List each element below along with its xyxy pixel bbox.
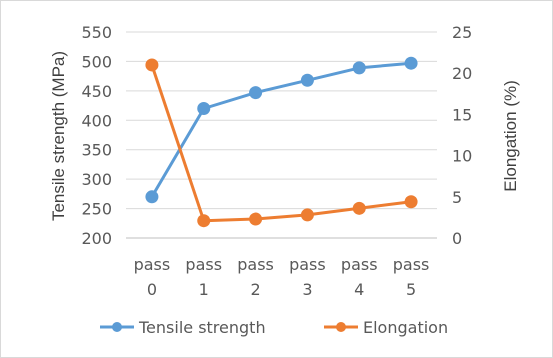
x-axis-ticks: pass 0 pass 1 pass 2 pass 3 pass 4 pass 5 [134,255,430,299]
data-point-tensile-strength [300,73,314,87]
x-tick-label-line: pass [341,255,378,274]
x-tick-label-line: 3 [302,280,312,299]
x-tick-label-line: pass [289,255,326,274]
x-tick-label: pass 2 [237,255,274,299]
left-tick-label: 250 [81,200,112,219]
legend-label-tensile-strength: Tensile strength [138,318,266,337]
x-tick-label-line: pass [134,255,171,274]
data-point-elongation [145,58,159,72]
left-tick-label: 500 [81,52,112,71]
left-tick-label: 400 [81,111,112,130]
left-tick-label: 350 [81,141,112,160]
x-tick-label: pass 3 [289,255,326,299]
x-tick-label-line: 2 [250,280,260,299]
data-point-tensile-strength [145,190,159,204]
right-tick-label: 25 [452,23,472,42]
x-tick-label-line: 0 [147,280,157,299]
left-tick-label: 200 [81,229,112,248]
data-point-tensile-strength [404,56,418,70]
data-point-tensile-strength [197,102,211,116]
series-layer [145,56,418,228]
x-tick-label-line: pass [393,255,430,274]
legend-marker-elongation [336,322,346,332]
right-tick-label: 20 [452,64,472,83]
x-tick-label: pass 5 [393,255,430,299]
right-tick-label: 10 [452,147,472,166]
data-point-elongation [352,201,366,215]
x-tick-label-line: 1 [199,280,209,299]
legend-item-tensile-strength[interactable]: Tensile strength [100,318,266,337]
x-tick-label-line: 5 [406,280,416,299]
right-axis-title: Elongation (%) [501,80,520,192]
legend-item-elongation[interactable]: Elongation [324,318,448,337]
left-tick-label: 550 [81,23,112,42]
legend: Tensile strength Elongation [100,318,448,337]
x-tick-label: pass 4 [341,255,378,299]
gridlines [126,31,437,239]
left-tick-label: 450 [81,82,112,101]
x-tick-label: pass 0 [134,255,171,299]
data-point-tensile-strength [249,86,263,100]
legend-marker-tensile-strength [112,322,122,332]
data-point-tensile-strength [352,61,366,75]
data-point-elongation [249,212,263,226]
right-tick-label: 5 [452,188,462,207]
right-tick-label: 0 [452,229,462,248]
left-tick-label: 300 [81,170,112,189]
data-point-elongation [197,214,211,228]
x-tick-label-line: pass [185,255,222,274]
left-axis-title: Tensile strength (MPa) [49,51,68,221]
series-line-tensile-strength [150,61,413,199]
left-axis-ticks: 200 250 300 350 400 450 500 550 [81,23,112,248]
right-tick-label: 15 [452,105,472,124]
right-axis-ticks: 0 5 10 15 20 25 [452,23,472,248]
data-point-elongation [300,208,314,222]
x-tick-label-line: 4 [354,280,364,299]
x-tick-label-line: pass [237,255,274,274]
data-point-elongation [404,195,418,209]
legend-label-elongation: Elongation [363,318,448,337]
x-tick-label: pass 1 [185,255,222,299]
series-line-elongation [150,63,413,223]
